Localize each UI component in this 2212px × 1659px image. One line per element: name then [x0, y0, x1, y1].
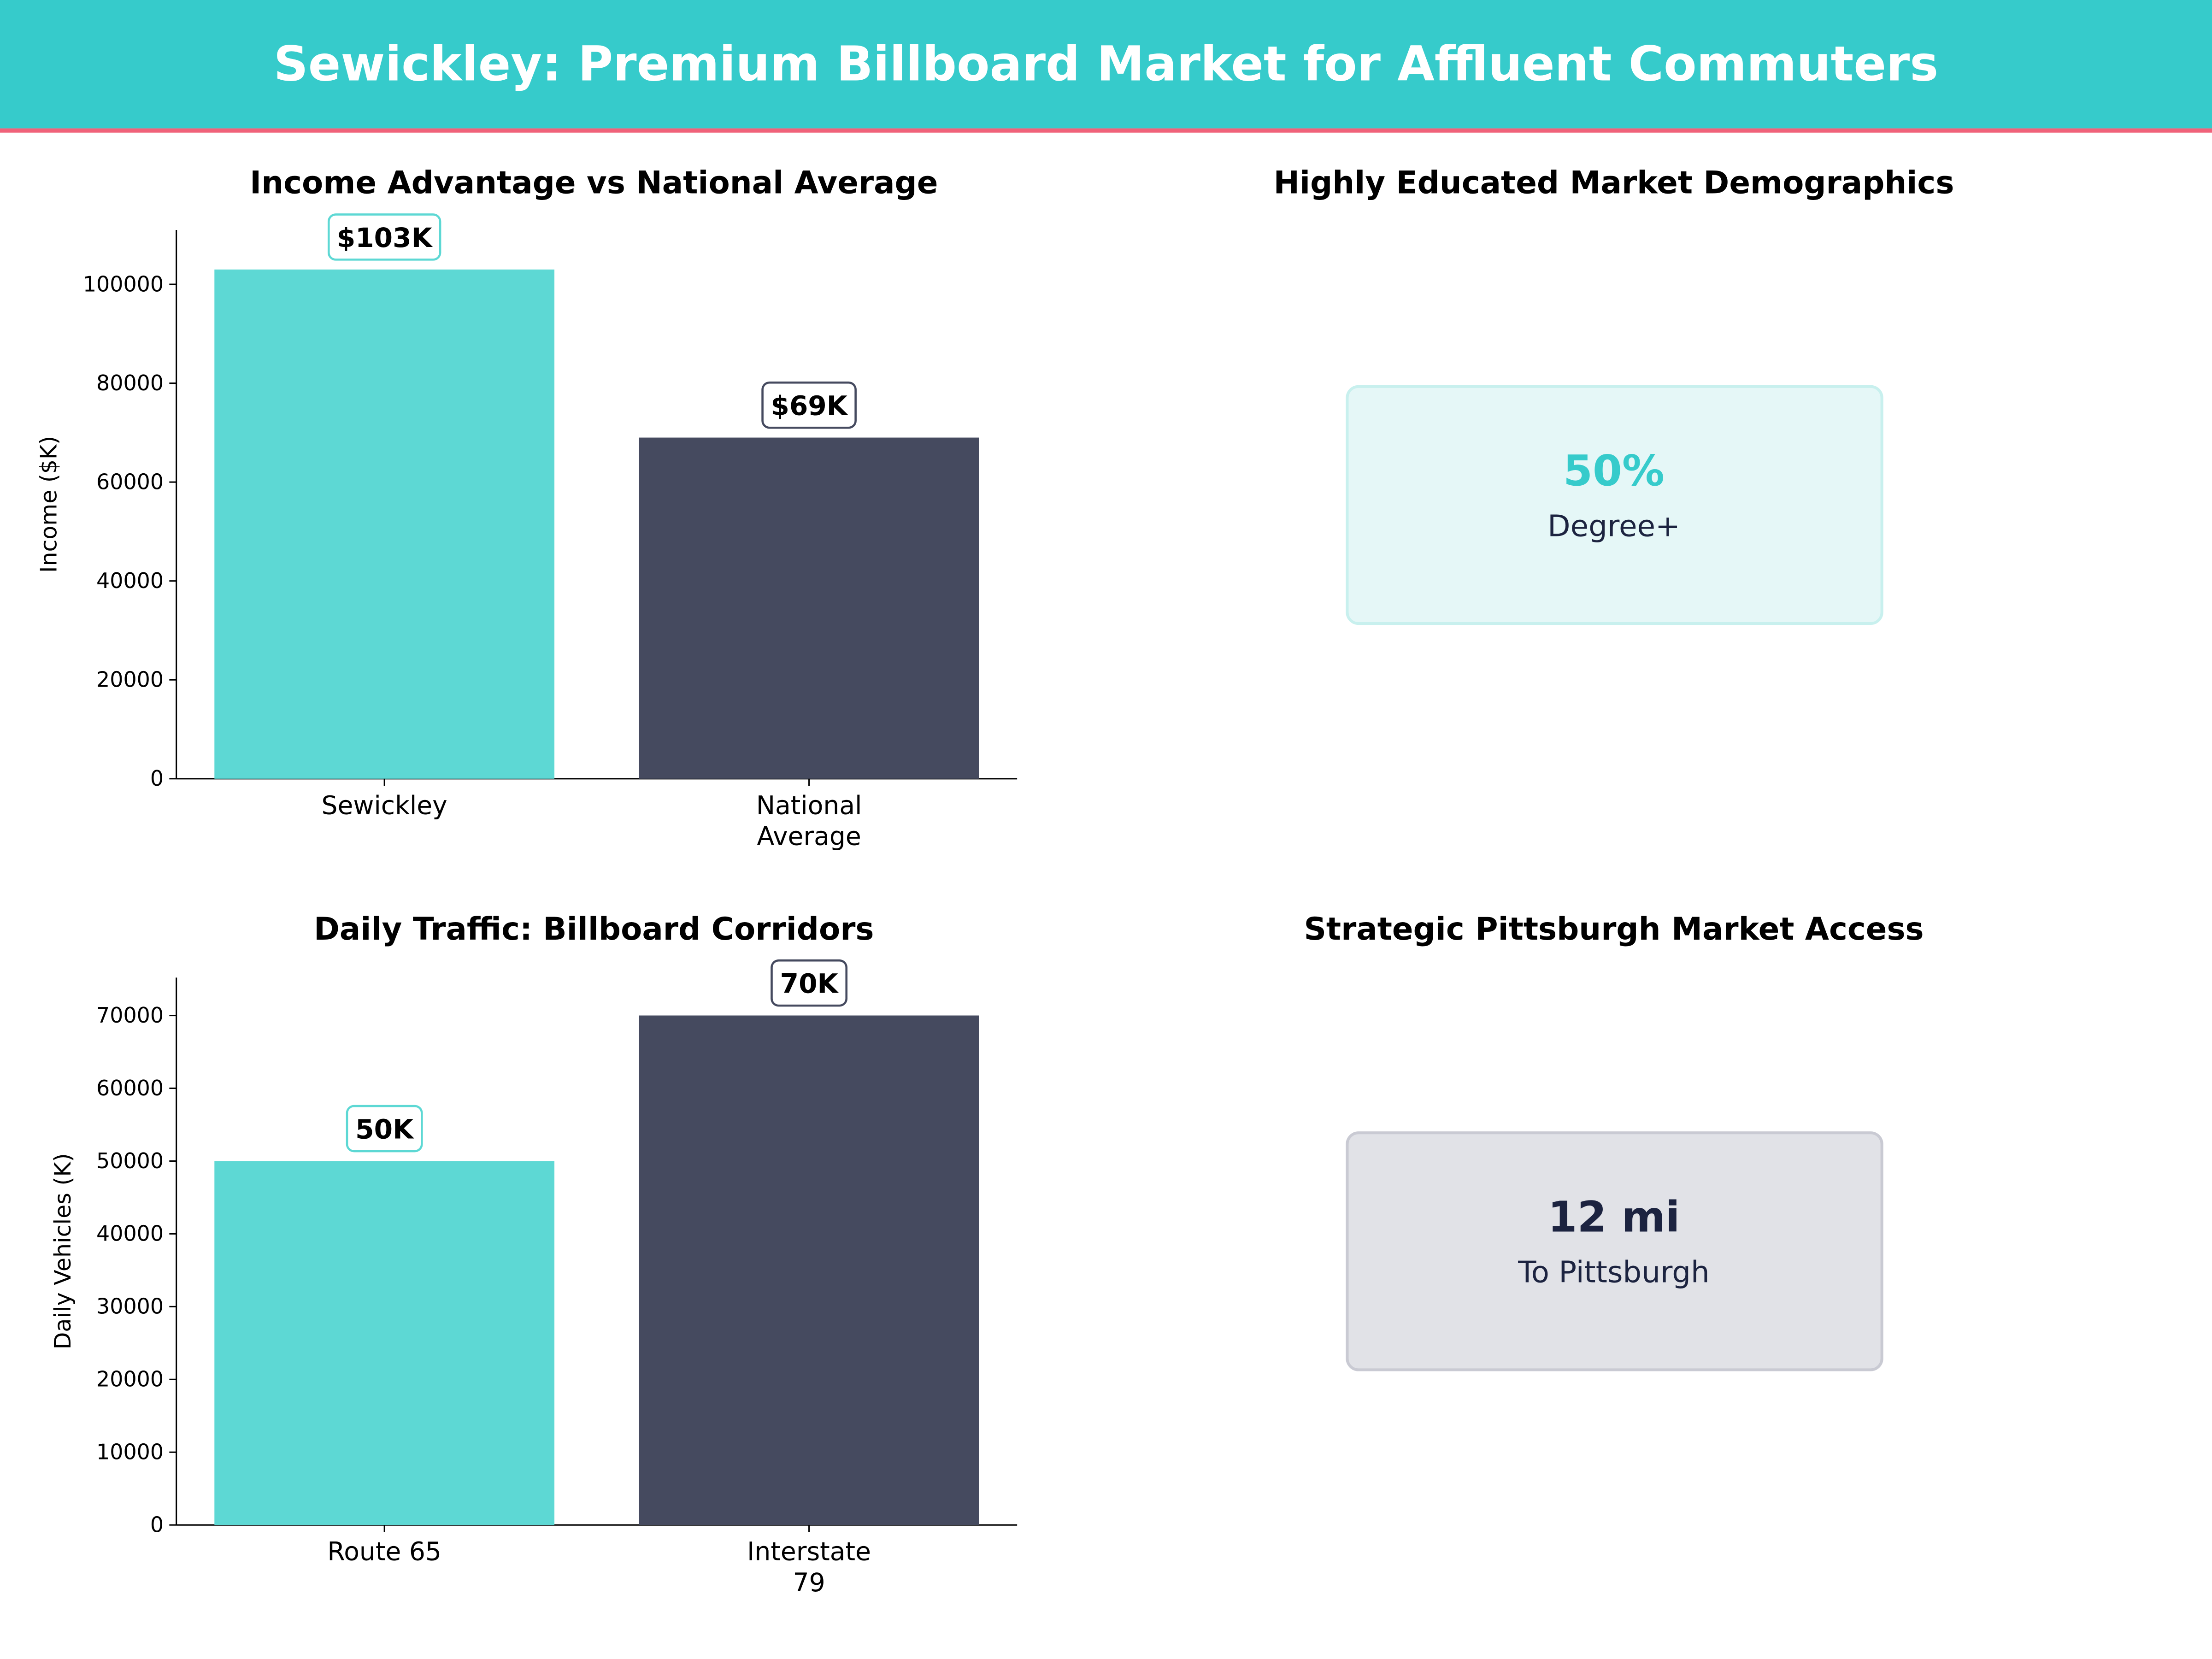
bar — [639, 1015, 979, 1525]
y-tick-label: 70000 — [96, 1003, 164, 1028]
chart-title: Daily Traffic: Billboard Corridors — [314, 911, 874, 947]
y-tick-label: 50000 — [96, 1148, 164, 1173]
education-card — [1346, 385, 1883, 625]
income-chart: Income Advantage vs National Average 0 200… — [35, 164, 1018, 851]
bar — [214, 269, 555, 779]
y-axis-label: Daily Vehicles (K) — [50, 1153, 76, 1349]
access-panel-title: Strategic Pittsburgh Market Access — [1304, 911, 1924, 947]
bar — [639, 437, 979, 779]
y-tick-label: 40000 — [96, 568, 164, 593]
education-panel-title: Highly Educated Market Demographics — [1274, 164, 1954, 200]
access-card — [1346, 1131, 1883, 1371]
x-tick-label: National Average — [756, 790, 862, 851]
x-tick-label: Route 65 — [327, 1537, 441, 1566]
data-label-box — [761, 381, 857, 429]
x-tick-label: Interstate 79 — [747, 1537, 871, 1597]
y-tick-label: 0 — [150, 766, 164, 791]
x-tick-label-line: 79 — [793, 1568, 825, 1597]
traffic-chart: Daily Traffic: Billboard Corridors 0 10000… — [50, 911, 1018, 1597]
data-label-box — [771, 959, 848, 1007]
x-tick-label-line: Average — [757, 822, 861, 851]
y-tick-label: 80000 — [96, 371, 164, 395]
y-tick-label: 20000 — [96, 667, 164, 692]
header-accent-line — [0, 128, 2212, 133]
x-tick-label-line: Sewickley — [322, 790, 447, 820]
data-label-box — [346, 1105, 423, 1153]
chart-title: Income Advantage vs National Average — [250, 164, 938, 200]
education-value: 50% — [1563, 446, 1665, 495]
x-tick-label-line: National — [756, 790, 862, 820]
x-tick-label: Sewickley — [322, 790, 447, 820]
x-tick-label-line: Interstate — [747, 1537, 871, 1566]
y-tick-label: 30000 — [96, 1294, 164, 1319]
y-tick-label: 40000 — [96, 1221, 164, 1246]
y-tick-label: 0 — [150, 1512, 164, 1537]
x-tick-label-line: Route 65 — [327, 1537, 441, 1566]
data-label: 50K — [355, 1113, 414, 1145]
header-bar — [0, 0, 2212, 129]
education-label: Degree+ — [1547, 509, 1680, 543]
access-label: To Pittsburgh — [1518, 1255, 1710, 1290]
data-label: $103K — [337, 222, 433, 253]
y-axis-label: Income ($K) — [35, 436, 62, 573]
data-label: 70K — [780, 968, 839, 1000]
y-tick-label: 20000 — [96, 1367, 164, 1392]
data-label-box — [327, 213, 441, 261]
y-tick-label: 60000 — [96, 1076, 164, 1100]
bar — [214, 1161, 555, 1525]
y-tick-label: 10000 — [96, 1440, 164, 1465]
access-value: 12 mi — [1548, 1192, 1680, 1241]
page-title: Sewickley: Premium Billboard Market for … — [274, 35, 1938, 92]
y-tick-label: 60000 — [96, 469, 164, 494]
y-tick-label: 100000 — [83, 271, 164, 296]
data-label: $69K — [771, 390, 848, 422]
